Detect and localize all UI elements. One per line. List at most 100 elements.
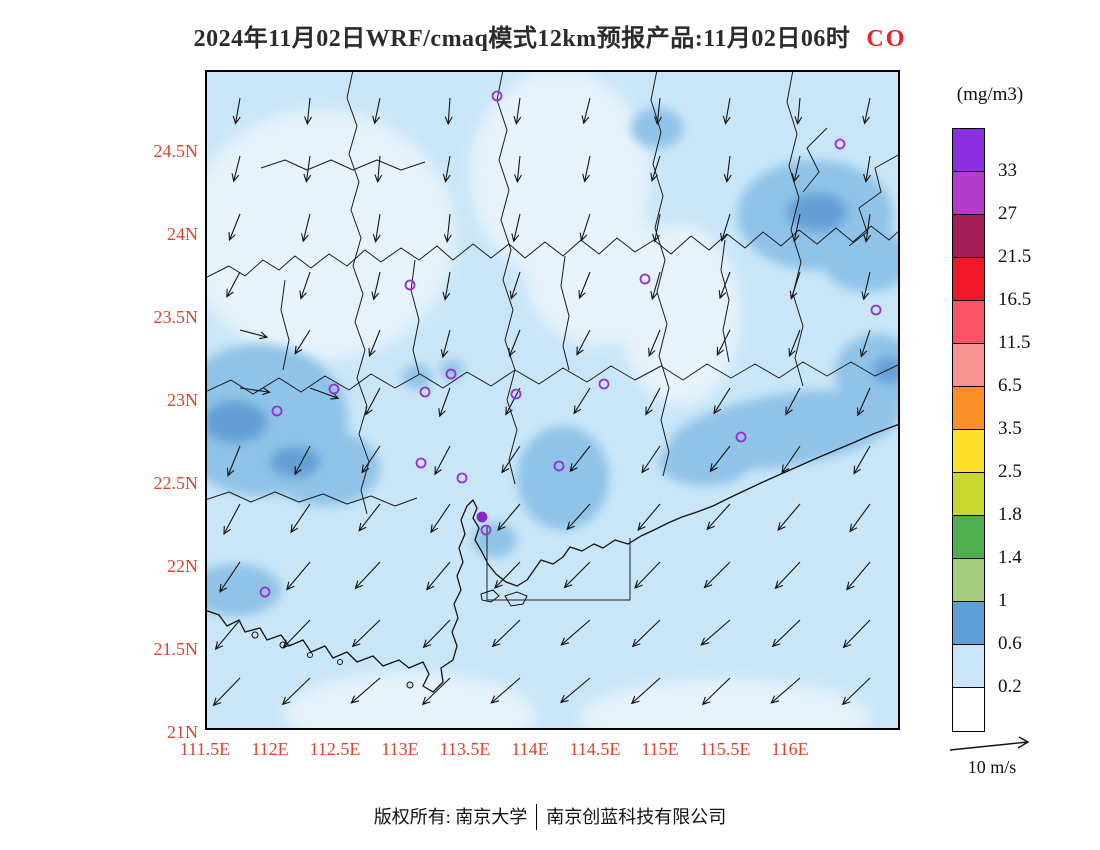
wind-arrow bbox=[434, 445, 451, 476]
wind-arrow bbox=[853, 445, 871, 475]
x-axis-tick: 115.5E bbox=[699, 739, 751, 759]
colorbar-level-label: 33 bbox=[998, 160, 1017, 181]
map-frame bbox=[205, 70, 900, 730]
wind-reference-arrow bbox=[949, 736, 1030, 751]
wind-arrow bbox=[841, 677, 871, 706]
colorbar-level-label: 3.5 bbox=[998, 418, 1022, 439]
colorbar-segment bbox=[953, 258, 984, 301]
wind-arrow bbox=[791, 155, 801, 183]
station-marker bbox=[456, 472, 468, 484]
wind-arrow bbox=[630, 677, 661, 705]
wind-arrow bbox=[491, 619, 521, 648]
colorbar-level-label: 1 bbox=[998, 590, 1008, 611]
wind-arrow bbox=[361, 445, 381, 474]
wind-arrow bbox=[501, 445, 521, 474]
footer-divider bbox=[536, 804, 538, 830]
wind-arrow bbox=[351, 619, 381, 648]
wind-arrow bbox=[777, 503, 801, 531]
station-marker bbox=[480, 524, 492, 536]
x-axis-tick: 113.5E bbox=[439, 739, 491, 759]
wind-arrow bbox=[641, 445, 661, 474]
station-marker bbox=[735, 431, 747, 443]
island-outline bbox=[337, 659, 343, 665]
wind-arrow bbox=[578, 271, 591, 300]
wind-arrow bbox=[713, 387, 731, 415]
wind-arrow bbox=[511, 213, 521, 243]
wind-arrow bbox=[573, 387, 591, 415]
wind-arrow bbox=[440, 329, 451, 359]
station-marker bbox=[834, 138, 846, 150]
colorbar-segment bbox=[953, 172, 984, 215]
colorbar-segment bbox=[953, 344, 984, 387]
coastline bbox=[205, 423, 900, 693]
wind-arrow bbox=[304, 97, 312, 126]
wind-arrow bbox=[228, 213, 241, 242]
wind-arrow bbox=[863, 155, 871, 183]
colorbar-segment bbox=[953, 129, 984, 172]
wind-arrow bbox=[842, 619, 871, 649]
wind-arrow bbox=[781, 445, 801, 474]
y-axis-tick: 23.5N bbox=[153, 307, 199, 327]
wind-arrow bbox=[770, 677, 801, 704]
colorbar-level-label: 16.5 bbox=[998, 289, 1032, 310]
wind-arrow bbox=[652, 213, 661, 243]
species-label: CO bbox=[866, 26, 907, 52]
y-axis-tick: 24.5N bbox=[153, 141, 199, 161]
wind-arrow bbox=[421, 677, 451, 706]
wind-arrow bbox=[566, 503, 591, 531]
co-shading-high bbox=[205, 193, 900, 477]
x-axis-tick: 113E bbox=[381, 739, 419, 759]
wind-arrow bbox=[219, 561, 241, 593]
wind-arrow bbox=[863, 213, 872, 243]
wind-arrow bbox=[791, 213, 801, 243]
wind-arrow bbox=[309, 387, 340, 400]
co-forecast-map bbox=[205, 70, 900, 730]
y-axis-tick: 24N bbox=[167, 224, 198, 244]
wind-arrow bbox=[631, 619, 661, 648]
colorbar-segment bbox=[953, 215, 984, 258]
colorbar-level-label: 2.5 bbox=[998, 461, 1022, 482]
y-axis-tick: 21N bbox=[167, 722, 198, 742]
island-outline bbox=[251, 631, 259, 639]
colorbar-level-label: 1.8 bbox=[998, 504, 1022, 525]
wind-arrow bbox=[650, 271, 661, 301]
wind-arrow bbox=[438, 387, 451, 418]
station-marker bbox=[271, 405, 283, 417]
island-outline bbox=[307, 652, 313, 658]
wind-arrow bbox=[771, 619, 801, 648]
station-marker bbox=[415, 457, 427, 469]
footer-company: 南京创蓝科技有限公司 bbox=[546, 807, 727, 827]
y-axis-tick: 22.5N bbox=[153, 473, 199, 493]
x-axis-tick: 111.5E bbox=[179, 739, 231, 759]
x-axis-tick: 114E bbox=[511, 739, 549, 759]
wind-vector-field bbox=[212, 97, 872, 707]
wind-arrow bbox=[301, 213, 311, 243]
colorbar-segment bbox=[953, 473, 984, 516]
wind-arrow bbox=[788, 329, 801, 358]
wind-arrow bbox=[372, 213, 381, 243]
wind-reference-label: 10 m/s bbox=[967, 757, 1017, 777]
colorbar-level-label: 11.5 bbox=[998, 332, 1031, 353]
station-marker bbox=[870, 304, 882, 316]
wind-arrow bbox=[430, 503, 451, 534]
station-marker bbox=[404, 279, 416, 291]
wind-arrow bbox=[508, 329, 521, 358]
x-axis-tick: 115E bbox=[641, 739, 679, 759]
wind-arrow bbox=[722, 97, 731, 125]
wind-arrow bbox=[862, 97, 871, 125]
wind-arrow bbox=[560, 619, 591, 646]
wind-arrow bbox=[716, 329, 731, 357]
wind-arrow bbox=[282, 619, 311, 649]
colorbar-level-label: 27 bbox=[998, 203, 1017, 224]
y-axis-tick: 23N bbox=[167, 390, 198, 410]
wind-arrow bbox=[490, 677, 521, 704]
wind-arrow bbox=[569, 445, 591, 473]
wind-arrow bbox=[290, 503, 311, 534]
wind-arrow bbox=[514, 155, 522, 184]
wind-arrow bbox=[442, 271, 451, 301]
wind-arrow bbox=[720, 213, 731, 243]
colorbar-level-label: 21.5 bbox=[998, 246, 1032, 267]
page-title: 2024年11月02日WRF/cmaq模式12km预报产品:11月02日06时 C… bbox=[0, 18, 1100, 53]
wind-arrow bbox=[368, 329, 381, 358]
